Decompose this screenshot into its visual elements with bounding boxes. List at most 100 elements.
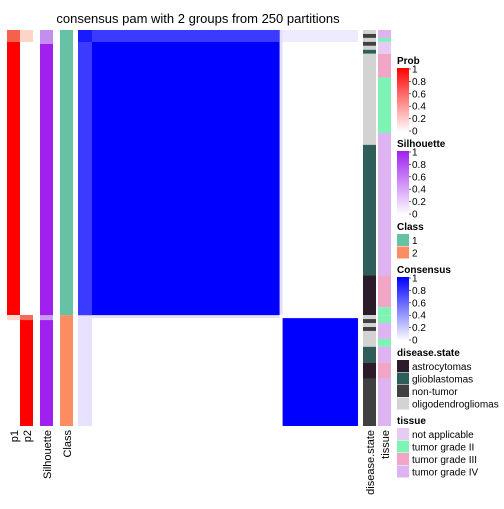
label-p1: p1 xyxy=(9,430,21,442)
silhouette-track-boundary xyxy=(40,315,53,321)
legend-tick-label-prob-2: 0.6 xyxy=(412,89,426,100)
legend-tick-label-consensus-0: 1 xyxy=(412,274,418,285)
tissue-segment-4 xyxy=(378,77,391,133)
legend-label-tissue-3: tumor grade IV xyxy=(412,468,478,479)
track-labels: p1 p2 Silhouette Class disease.state tissue xyxy=(9,430,392,495)
legend-label-disease-state-3: oligodendrogliomas xyxy=(412,400,499,411)
disease-state-segment-15 xyxy=(363,362,376,379)
legend-swatch-tissue-3 xyxy=(397,465,409,478)
chart-title: consensus pam with 2 groups from 250 par… xyxy=(56,11,340,26)
disease-state-segment-1 xyxy=(363,33,376,38)
legend-label-disease-state-1: glioblastomas xyxy=(412,375,473,386)
legend-title-prob: Prob xyxy=(397,56,420,67)
offdiag-block-left xyxy=(78,315,92,426)
legend-tick-label-silhouette-1: 0.8 xyxy=(412,160,426,171)
legend-tick-label-prob-5: 0 xyxy=(412,127,418,138)
legend-label-tissue-1: tumor grade II xyxy=(412,443,474,454)
p1-track-group-1 xyxy=(7,30,20,316)
legend-tick-label-silhouette-5: 0 xyxy=(412,210,418,221)
label-p2: p2 xyxy=(22,430,34,442)
disease-state-segment-11 xyxy=(363,323,376,327)
legend-colorbar-silhouette xyxy=(397,151,409,215)
label-disease-state: disease.state xyxy=(365,430,377,495)
p1-track-group-2 xyxy=(7,315,20,426)
tissue-segment-10 xyxy=(378,338,391,347)
legend-title-consensus: Consensus xyxy=(397,265,451,276)
legend-tick-label-consensus-3: 0.4 xyxy=(412,311,426,322)
p2-track-top-uncertain xyxy=(20,30,33,42)
disease-state-segment-14 xyxy=(363,346,376,363)
disease-state-segment-13 xyxy=(363,330,376,347)
disease-state-segment-2 xyxy=(363,37,376,42)
left-annotation-tracks xyxy=(7,30,73,426)
legend-label-disease-state-2: non-tumor xyxy=(412,387,458,398)
tissue-segment-7 xyxy=(378,307,391,316)
disease-state-segment-16 xyxy=(363,378,376,426)
consensus-block-class-2 xyxy=(282,318,358,426)
legend-tick-label-consensus-2: 0.6 xyxy=(412,298,426,309)
disease-state-segment-8 xyxy=(363,275,376,316)
tissue-segment-0 xyxy=(378,30,391,38)
legend-label-tissue-0: not applicable xyxy=(412,430,474,441)
disease-state-segment-0 xyxy=(363,30,376,34)
legend-tick-label-consensus-1: 0.8 xyxy=(412,286,426,297)
disease-state-segment-10 xyxy=(363,319,376,324)
disease-state-segment-4 xyxy=(363,45,376,50)
tissue-segment-12 xyxy=(378,362,391,379)
p1-track-boundary xyxy=(7,315,20,321)
legend-tick-label-prob-3: 0.4 xyxy=(412,102,426,113)
legend-tick-label-silhouette-0: 1 xyxy=(412,148,418,159)
legend-label-disease-state-0: astrocytomas xyxy=(412,362,471,373)
disease-state-segment-6 xyxy=(363,53,376,145)
legend-swatch-disease-state-1 xyxy=(397,372,409,385)
legend-title-disease-state: disease.state xyxy=(397,348,460,359)
tissue-segment-8 xyxy=(378,315,391,324)
legend-swatch-class-0 xyxy=(397,234,409,246)
class-track-group-1 xyxy=(60,30,73,316)
label-class: Class xyxy=(62,430,74,458)
legend-swatch-tissue-1 xyxy=(397,440,409,453)
consensus-block-1-left-cols xyxy=(78,30,92,316)
legend-swatch-tissue-0 xyxy=(397,428,409,440)
tissue-segment-6 xyxy=(378,275,391,308)
p2-track-group-1 xyxy=(20,30,33,316)
offdiag-strip-vertical xyxy=(279,30,283,316)
legend-tick-label-prob-0: 1 xyxy=(412,65,418,76)
label-tissue: tissue xyxy=(380,430,392,459)
consensus-matrix xyxy=(78,30,358,426)
disease-state-segment-7 xyxy=(363,144,376,276)
legend-label-class-0: 1 xyxy=(412,236,418,247)
consensus-block-1-top-rows xyxy=(78,30,280,42)
legend-swatch-disease-state-3 xyxy=(397,397,409,410)
legend-tick-label-consensus-5: 0 xyxy=(412,336,418,347)
legend-tick-label-silhouette-2: 0.6 xyxy=(412,172,426,183)
legend-label-tissue-2: tumor grade III xyxy=(412,455,477,466)
consensus-block-1-corner xyxy=(78,30,92,42)
tissue-segment-5 xyxy=(378,132,391,276)
legend-tick-label-prob-1: 0.8 xyxy=(412,77,426,88)
silhouette-track-top xyxy=(40,30,53,44)
label-silhouette: Silhouette xyxy=(42,430,54,479)
disease-state-segment-12 xyxy=(363,327,376,331)
offdiag-block-top xyxy=(279,30,358,42)
p1-track-top-uncertain xyxy=(7,30,20,42)
legend-swatch-disease-state-0 xyxy=(397,360,409,372)
legend-tick-label-consensus-4: 0.2 xyxy=(412,323,426,334)
legend-swatch-tissue-2 xyxy=(397,453,409,465)
legend-title-silhouette: Silhouette xyxy=(397,139,446,150)
disease-state-segment-9 xyxy=(363,315,376,320)
disease-state-segment-3 xyxy=(363,41,376,46)
tissue-segment-2 xyxy=(378,41,391,54)
legends: Prob10.80.60.40.20Silhouette10.80.60.40.… xyxy=(397,56,499,479)
tissue-segment-1 xyxy=(378,37,391,42)
legend-swatch-disease-state-2 xyxy=(397,385,409,397)
consensus-block-class-1 xyxy=(78,30,280,316)
legend-title-tissue: tissue xyxy=(397,416,426,427)
legend-tick-label-silhouette-3: 0.4 xyxy=(412,185,426,196)
tissue-segment-11 xyxy=(378,346,391,363)
legend-swatch-class-1 xyxy=(397,246,409,259)
legend-label-class-1: 2 xyxy=(412,249,418,260)
p2-track-boundary xyxy=(20,315,33,321)
tissue-segment-9 xyxy=(378,323,391,339)
